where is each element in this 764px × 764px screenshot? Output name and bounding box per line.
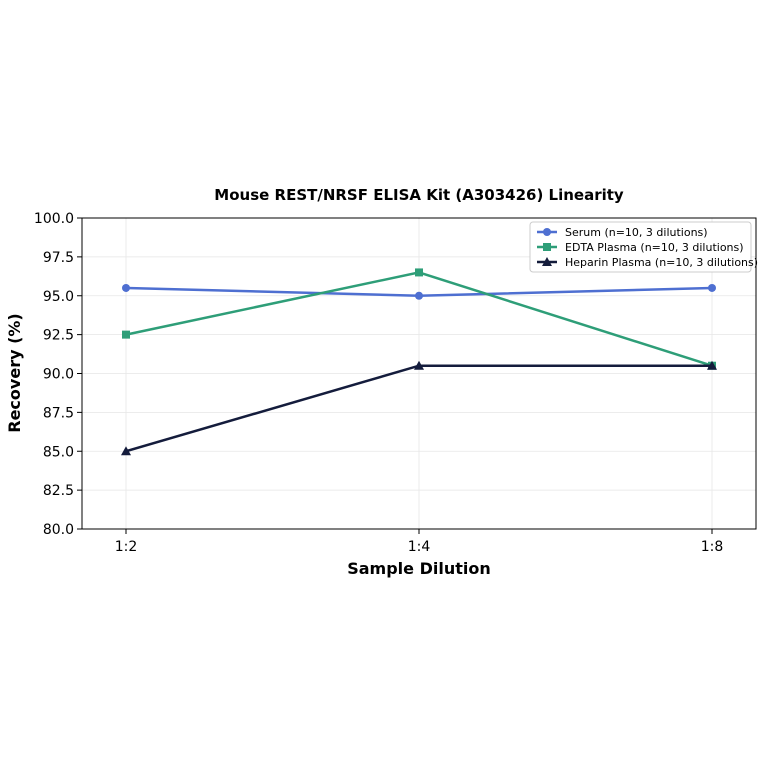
y-tick-label: 87.5 — [43, 405, 74, 421]
legend-item: EDTA Plasma (n=10, 3 dilutions) — [537, 241, 744, 254]
x-tick-label: 1:8 — [701, 539, 724, 555]
y-axis-label: Recovery (%) — [5, 313, 24, 432]
legend-marker — [542, 257, 552, 266]
data-point — [415, 268, 423, 277]
legend-label: Serum (n=10, 3 dilutions) — [565, 226, 708, 239]
x-axis-label: Sample Dilution — [347, 559, 491, 578]
y-tick-label: 100.0 — [34, 211, 74, 227]
y-tick-label: 95.0 — [43, 289, 74, 305]
data-point — [707, 360, 717, 370]
series-2 — [121, 360, 717, 456]
legend-box — [529, 221, 752, 273]
series-0 — [122, 283, 716, 300]
data-point — [122, 330, 130, 339]
x-tick-label: 1:4 — [408, 539, 431, 555]
x-tick-label: 1:2 — [115, 539, 138, 555]
y-tick-label: 85.0 — [43, 444, 74, 460]
legend: Serum (n=10, 3 dilutions) EDTA Plasma (n=… — [529, 221, 758, 273]
legend-item: Serum (n=10, 3 dilutions) — [537, 226, 708, 239]
y-tick-label: 90.0 — [43, 367, 74, 383]
series-layer — [121, 268, 717, 456]
legend-item: Heparin Plasma (n=10, 3 dilutions) — [537, 256, 758, 269]
legend-label: EDTA Plasma (n=10, 3 dilutions) — [565, 241, 744, 254]
y-tick-label: 80.0 — [43, 522, 74, 538]
y-tick-label: 97.5 — [43, 250, 74, 266]
data-point — [414, 360, 424, 370]
chart-title: Mouse REST/NRSF ELISA Kit (A303426) Line… — [214, 186, 624, 204]
data-point — [708, 283, 716, 292]
y-tick-label: 92.5 — [43, 328, 74, 344]
data-point — [415, 291, 423, 300]
legend-label: Heparin Plasma (n=10, 3 dilutions) — [565, 256, 758, 269]
legend-marker — [543, 228, 551, 236]
legend-marker — [543, 243, 551, 251]
y-axis: 80.0 82.5 85.0 87.5 90.0 92.5 95.0 97.5 100.0 — [34, 211, 82, 538]
data-point — [121, 446, 131, 456]
data-point — [122, 283, 130, 292]
x-axis: 1:2 1:4 1:8 — [115, 529, 724, 555]
y-tick-label: 82.5 — [43, 483, 74, 499]
